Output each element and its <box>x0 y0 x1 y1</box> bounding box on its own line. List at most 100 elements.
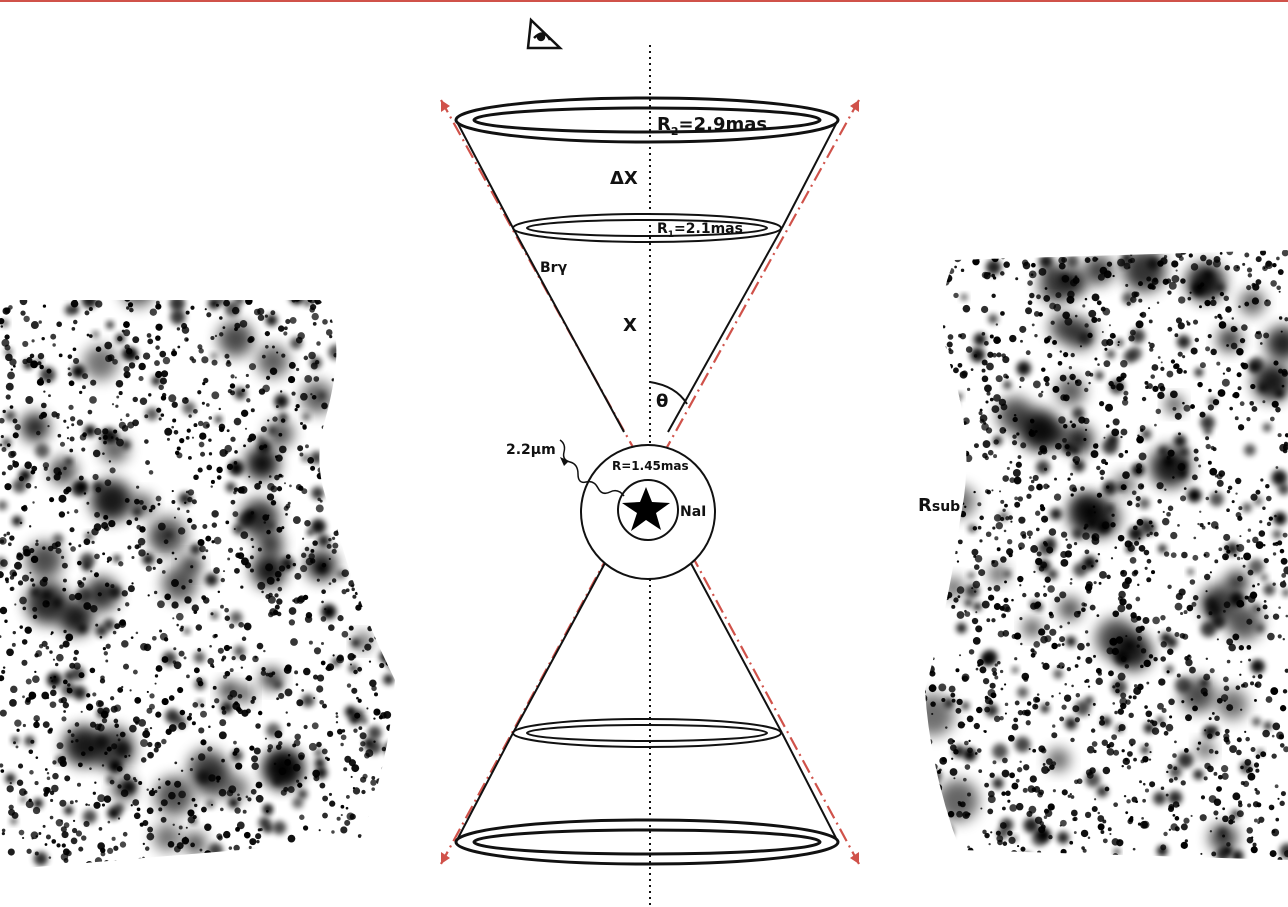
dust-grain <box>1209 830 1213 833</box>
dust-grain <box>14 561 22 570</box>
dust-grain <box>303 355 309 361</box>
dust-grain <box>1048 528 1057 536</box>
dust-grain <box>1099 719 1106 726</box>
dust-grain <box>180 769 184 773</box>
dust-clump <box>81 300 98 309</box>
dust-grain <box>1004 503 1008 508</box>
dust-grain <box>1044 381 1050 387</box>
dust-grain <box>371 775 376 780</box>
dust-grain <box>7 371 15 380</box>
dust-grain <box>1135 596 1141 602</box>
dust-grain <box>394 338 395 341</box>
dust-grain <box>117 607 121 612</box>
dust-grain <box>1118 723 1126 732</box>
dust-grain <box>1089 372 1094 377</box>
dust-grain <box>337 615 344 622</box>
dust-grain <box>385 337 393 345</box>
dust-grain <box>984 706 991 713</box>
dust-grain <box>1095 559 1099 563</box>
dust-grain <box>229 383 236 389</box>
dust-grain <box>1084 297 1088 301</box>
dust-grain <box>1251 297 1260 305</box>
dust-grain <box>52 772 59 780</box>
dust-grain <box>156 407 162 413</box>
dust-grain <box>82 385 86 390</box>
dust-grain <box>1253 818 1258 823</box>
dust-grain <box>1015 277 1019 281</box>
dust-grain <box>1136 435 1144 444</box>
dust-grain <box>351 764 360 773</box>
wavelength-label: 2.2μm <box>506 442 556 458</box>
dust-grain <box>123 366 130 373</box>
dust-grain <box>1099 570 1107 579</box>
dust-clump <box>925 813 926 827</box>
dust-grain <box>379 662 385 669</box>
dust-grain <box>369 679 377 688</box>
dust-grain <box>106 556 113 562</box>
dust-grain <box>6 648 14 657</box>
theta-label: θ <box>656 391 668 412</box>
dust-grain <box>76 419 84 426</box>
dust-grain <box>1120 692 1127 699</box>
dust-grain <box>171 500 176 504</box>
dust-grain <box>1138 545 1146 552</box>
dust-grain <box>1112 702 1116 705</box>
dust-grain <box>132 799 140 806</box>
dust-grain <box>1180 823 1188 831</box>
dust-grain <box>394 564 395 568</box>
dust-grain <box>70 546 76 552</box>
dust-grain <box>1137 583 1140 587</box>
dust-grain <box>357 503 361 507</box>
dust-grain <box>977 525 982 530</box>
dust-grain <box>42 600 50 608</box>
dust-grain <box>35 542 39 547</box>
dust-grain <box>1030 428 1033 432</box>
dust-grain <box>384 768 388 773</box>
dust-clump <box>378 351 391 364</box>
dust-clump <box>206 800 215 809</box>
dust-grain <box>350 472 353 476</box>
dust-grain <box>206 403 210 407</box>
dust-grain <box>381 628 386 633</box>
dust-grain <box>83 492 87 495</box>
dust-grain <box>211 705 215 709</box>
dust-grain <box>210 663 214 668</box>
dust-grain <box>934 396 939 401</box>
dust-grain <box>29 353 35 359</box>
dust-grain <box>364 643 372 651</box>
dust-grain <box>1012 468 1021 477</box>
dust-grain <box>1210 348 1217 356</box>
dust-grain <box>66 437 70 440</box>
dust-grain <box>219 316 223 320</box>
dust-grain <box>157 283 165 291</box>
dust-grain <box>1271 734 1275 738</box>
dust-grain <box>1039 821 1044 826</box>
dust-grain <box>1219 252 1223 255</box>
dust-grain <box>275 405 279 409</box>
dust-grain <box>1168 828 1172 831</box>
dust-grain <box>221 758 225 763</box>
dust-clump <box>960 293 968 301</box>
dust-grain <box>1167 805 1175 813</box>
dust-grain <box>1182 401 1185 405</box>
dust-grain <box>215 303 219 307</box>
dust-grain <box>1017 767 1023 773</box>
dust-grain <box>376 793 380 797</box>
dust-grain <box>1135 626 1143 634</box>
dust-grain <box>1279 548 1285 554</box>
dust-grain <box>73 662 81 670</box>
dust-grain <box>350 307 359 315</box>
dust-grain <box>250 537 254 541</box>
dust-grain <box>385 551 394 560</box>
dust-grain <box>229 668 234 673</box>
dust-grain <box>945 591 953 599</box>
dust-grain <box>295 403 300 409</box>
dust-grain <box>283 666 292 674</box>
dust-grain <box>1271 829 1276 834</box>
dust-grain <box>1045 701 1050 706</box>
dust-grain <box>102 647 107 651</box>
dust-grain <box>31 465 38 472</box>
dust-grain <box>1133 684 1138 688</box>
dust-grain <box>947 738 955 745</box>
dust-grain <box>208 452 213 456</box>
